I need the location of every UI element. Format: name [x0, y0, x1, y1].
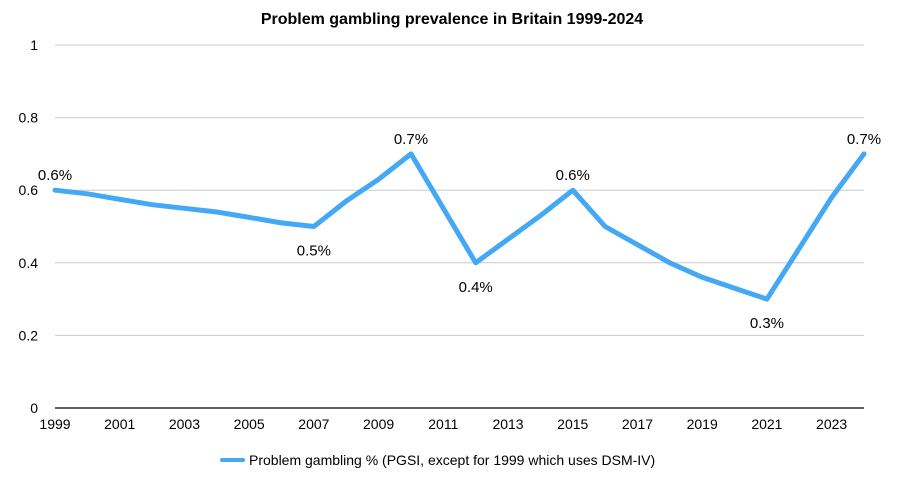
x-tick-label: 2019: [687, 416, 718, 432]
data-label: 0.6%: [38, 167, 72, 184]
series-line-0: [52, 151, 867, 302]
y-tick-label: 1: [30, 37, 38, 53]
y-tick-label: 0.6: [19, 182, 39, 198]
data-label: 0.7%: [847, 131, 881, 148]
chart-title: Problem gambling prevalence in Britain 1…: [261, 11, 643, 28]
x-tick-label: 2009: [363, 416, 394, 432]
x-tick-label: 2007: [298, 416, 329, 432]
y-tick-label: 0: [30, 400, 38, 416]
legend-label: Problem gambling % (PGSI, except for 199…: [249, 452, 655, 468]
x-tick-label: 2015: [557, 416, 588, 432]
y-tick-label: 0.8: [19, 110, 39, 126]
data-label: 0.6%: [556, 167, 590, 184]
gridlines: [55, 44, 864, 336]
data-label: 0.7%: [394, 131, 428, 148]
axes: 0 0.2 0.4 0.6 0.8 1 1999 2001 2003 2005 2007 2009 20…: [19, 37, 864, 432]
legend: Problem gambling % (PGSI, except for 199…: [220, 452, 655, 468]
y-tick-label: 0.2: [19, 327, 39, 343]
x-tick-label: 2023: [816, 416, 847, 432]
data-label: 0.5%: [297, 243, 331, 260]
x-tick-label: 2021: [751, 416, 782, 432]
x-tick-label: 2003: [169, 416, 200, 432]
y-tick-label: 0.4: [19, 255, 39, 271]
x-tick-label: 2011: [428, 416, 458, 432]
data-labels: 0.6% 0.5% 0.7% 0.4% 0.6% 0.3% 0.7%: [38, 131, 881, 332]
x-tick-label: 1999: [39, 416, 70, 432]
x-tick-label: 2017: [622, 416, 653, 432]
data-label: 0.3%: [750, 315, 784, 332]
data-label: 0.4%: [459, 279, 493, 296]
x-tick-label: 2005: [234, 416, 265, 432]
x-tick-label: 2001: [104, 416, 135, 432]
x-tick-label: 2013: [492, 416, 523, 432]
series-layer: [52, 151, 867, 302]
